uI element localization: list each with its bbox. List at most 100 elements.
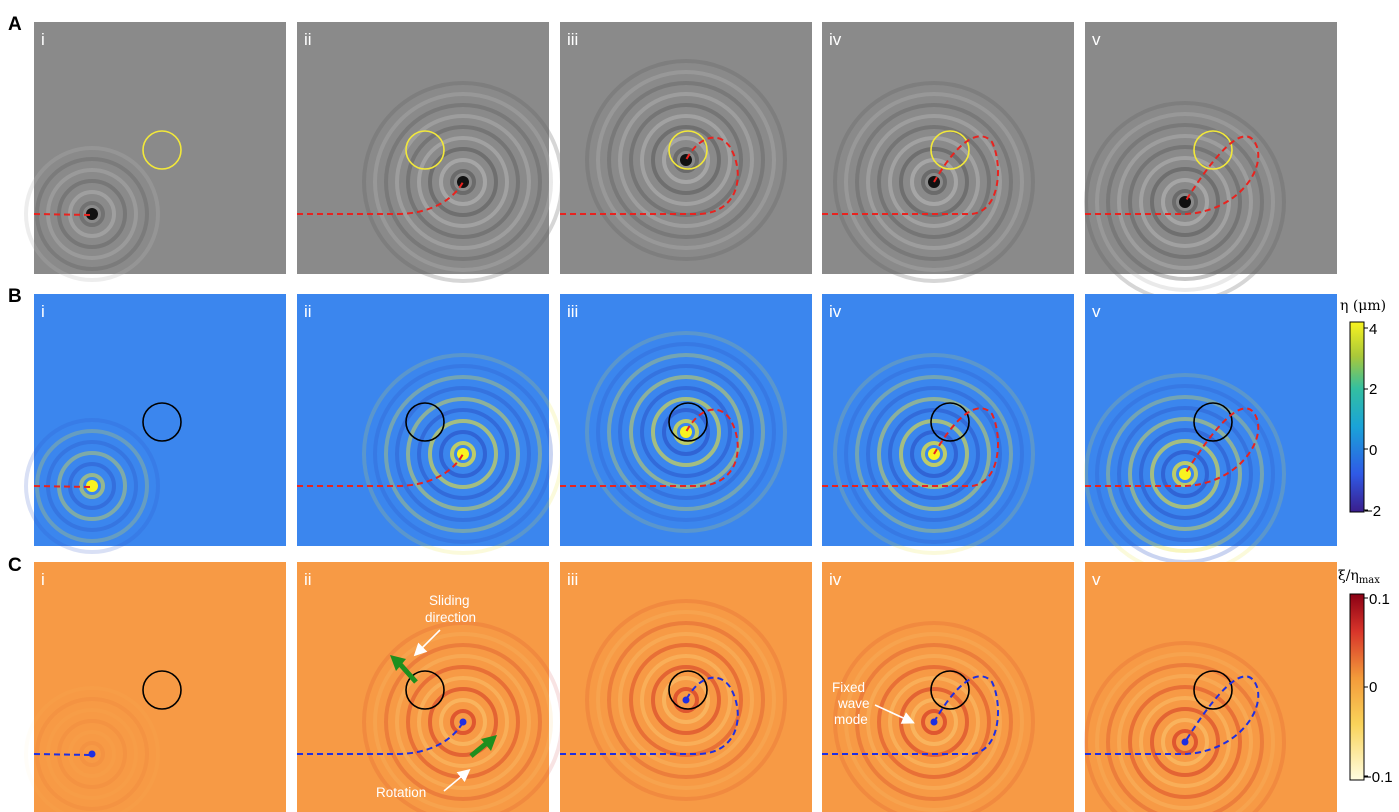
wave-ring (384, 103, 542, 261)
panel-label: v (1092, 30, 1101, 49)
panel-background (297, 294, 549, 546)
svg-text:Sliding: Sliding (429, 593, 470, 608)
panel-b-ii: ii (297, 294, 564, 555)
svg-text:direction: direction (425, 610, 476, 625)
annotation-sliding-direction: Sliding direction (413, 593, 476, 657)
particle (680, 426, 692, 438)
wave-ring (395, 654, 531, 790)
panel-background (822, 562, 1074, 812)
wave-ring (888, 676, 980, 768)
trajectory (297, 721, 464, 755)
obstacle-circle (142, 130, 182, 170)
row-label-c: C (8, 555, 22, 576)
wave-ring (662, 676, 710, 724)
wave-ring (651, 397, 721, 467)
wave-ring (1106, 395, 1264, 553)
wave-ring (866, 654, 1002, 790)
wave-ring (1095, 112, 1275, 292)
trajectory (822, 407, 999, 487)
colorbar-b-scale (1349, 321, 1365, 513)
particle (1179, 196, 1191, 208)
panel-b-iv: iv (822, 294, 1074, 555)
wave-ring (833, 81, 1035, 283)
panel-label: iv (829, 30, 842, 49)
row-label-a: A (8, 14, 22, 35)
wave-ring (384, 643, 542, 801)
svg-text:wave: wave (837, 696, 870, 711)
wave-ring (833, 621, 1035, 812)
wave-ring (888, 408, 980, 500)
panel-label: iv (829, 302, 842, 321)
panel-label: v (1092, 302, 1101, 321)
wave-ring (596, 610, 776, 790)
colorbar-b-tick-0: 0 (1369, 442, 1377, 459)
wave-ring (439, 698, 487, 746)
wave-ring (855, 103, 1013, 261)
colorbar-c-tick-bottom: −0.1 (1363, 769, 1393, 786)
wave-ring (1161, 718, 1209, 766)
wave-ring (1150, 707, 1220, 777)
wave-ring (585, 59, 787, 261)
colorbar-b-tick-2: 2 (1369, 381, 1377, 398)
wave-ring (844, 92, 1024, 272)
colorbar-b-tick-m2: −2 (1364, 503, 1381, 520)
wave-ring (428, 419, 498, 489)
panel-label: iii (567, 570, 578, 589)
wave-ring (1128, 417, 1242, 531)
wave-ring (921, 441, 947, 467)
colorbar-c-tick-top: 0.1 (1369, 591, 1390, 608)
panel-label: ii (304, 30, 312, 49)
wave-ring (1106, 123, 1264, 281)
colorbar-b: η (μm) 4 2 0 −2 (1340, 298, 1386, 520)
wave-ring (79, 741, 105, 767)
panel-label: iii (567, 30, 578, 49)
panel-label: i (41, 302, 45, 321)
panel-background (822, 22, 1074, 274)
wave-ring (596, 342, 776, 522)
obstacle-circle (142, 402, 182, 442)
wave-ring (428, 147, 498, 217)
obstacle-circle (1193, 402, 1233, 442)
panel-background (822, 294, 1074, 546)
wave-ring (855, 643, 1013, 801)
wave-ring (585, 599, 787, 801)
wave-ring (673, 147, 699, 173)
wave-ring (373, 364, 553, 544)
wave-ring (1150, 167, 1220, 237)
wave-ring (1128, 685, 1242, 799)
panel-background (1085, 22, 1337, 274)
wave-ring (618, 92, 754, 228)
trajectory (297, 453, 464, 487)
trajectory (822, 675, 999, 755)
panel-background (1085, 562, 1337, 812)
wave-ring (662, 408, 710, 456)
obstacle-circle (930, 402, 970, 442)
wave-ring (1139, 428, 1231, 520)
wave-ring (877, 397, 991, 511)
obstacle-circle (1193, 130, 1233, 170)
panel-a-i: i (24, 22, 286, 282)
obstacle-circle (405, 402, 445, 442)
wave-ring (417, 676, 509, 768)
trajectory (297, 181, 464, 215)
obstacle-circle (405, 670, 445, 710)
obstacle-circle (930, 130, 970, 170)
panel-c-v: v (1084, 562, 1337, 812)
wave-ring (877, 125, 991, 239)
panel-label: v (1092, 570, 1101, 589)
panel-background (34, 294, 286, 546)
wave-ring (24, 146, 160, 282)
panel-grid: i ii iii iv vi ii iii iv vi ii iii iv v (24, 22, 1337, 812)
wave-ring (450, 441, 476, 467)
wave-ring (651, 665, 721, 735)
green-arrow-sliding (390, 655, 418, 684)
wave-ring (844, 632, 1024, 812)
svg-text:Fixed: Fixed (832, 680, 865, 695)
wave-ring (417, 408, 509, 500)
wave-ring (662, 136, 710, 184)
trajectory (1085, 135, 1260, 215)
wave-ring (855, 375, 1013, 533)
wave-ring (1117, 406, 1253, 542)
colorbar-c-label: ξ/ηmax (1338, 568, 1380, 586)
colorbar-c-tick-zero: 0 (1369, 679, 1377, 696)
